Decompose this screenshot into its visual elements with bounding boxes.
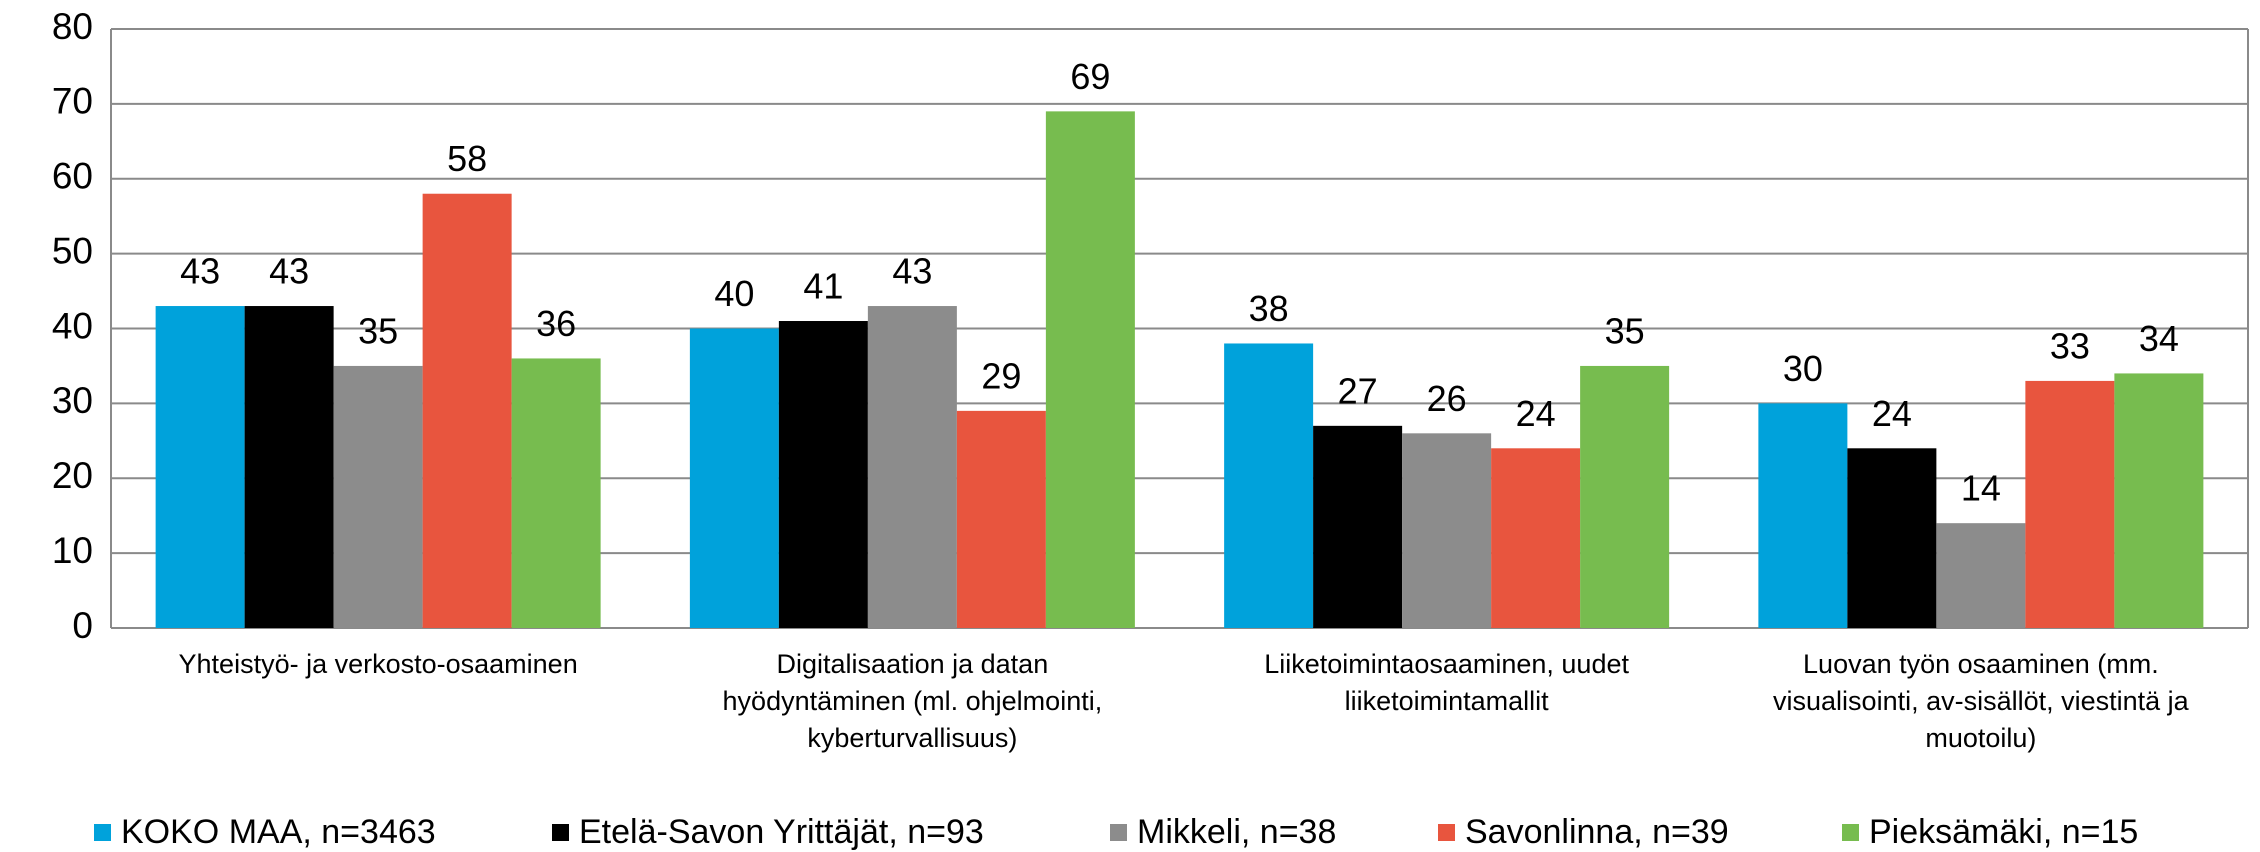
x-tick-label: kyberturvallisuus) (807, 723, 1017, 753)
bar (778, 321, 868, 628)
data-label: 30 (1783, 348, 1823, 389)
legend-label: Pieksämäki, n=15 (1869, 813, 2138, 851)
y-tick-label: 80 (52, 6, 93, 47)
data-label: 27 (1338, 370, 1378, 411)
bar (1045, 111, 1135, 629)
data-label: 29 (981, 355, 1021, 396)
bar (155, 306, 245, 628)
bar (1402, 433, 1492, 628)
data-label: 24 (1872, 393, 1912, 434)
y-tick-label: 50 (52, 230, 93, 271)
legend-swatch (1110, 824, 1127, 841)
bar (244, 306, 334, 628)
x-tick-label: hyödyntäminen (ml. ohjelmointi, (723, 686, 1103, 716)
bar (1758, 403, 1848, 628)
y-tick-label: 10 (52, 530, 93, 571)
legend-label: KOKO MAA, n=3463 (121, 813, 436, 851)
bar (1847, 448, 1937, 628)
x-tick-label: liiketoimintamallit (1345, 686, 1550, 716)
x-tick-label: muotoilu) (1925, 723, 2036, 753)
legend-swatch (94, 824, 111, 841)
legend-swatch (1438, 824, 1455, 841)
legend-label: Mikkeli, n=38 (1137, 813, 1336, 851)
data-label: 43 (180, 251, 220, 292)
x-tick-label: visualisointi, av-sisällöt, viestintä ja (1773, 686, 2190, 716)
data-label: 14 (1961, 468, 2001, 509)
x-tick-label: Luovan työn osaaminen (mm. (1803, 649, 2159, 679)
bar (2025, 380, 2115, 628)
data-label: 43 (269, 251, 309, 292)
y-tick-label: 20 (52, 455, 93, 496)
x-tick-label: Yhteistyö- ja verkosto-osaaminen (179, 649, 578, 679)
bar (422, 193, 512, 628)
bar (1491, 448, 1581, 628)
data-label: 36 (536, 303, 576, 344)
legend-swatch (1842, 824, 1859, 841)
bar (956, 410, 1046, 628)
bar (511, 358, 601, 628)
y-tick-label: 0 (72, 605, 93, 646)
data-label: 58 (447, 138, 487, 179)
legend-swatch (552, 824, 569, 841)
bar (333, 365, 423, 628)
bar (1224, 343, 1314, 628)
data-label: 35 (1605, 310, 1645, 351)
y-tick-label: 70 (52, 81, 93, 122)
bar (689, 328, 779, 628)
data-label: 43 (892, 251, 932, 292)
data-label: 41 (803, 266, 843, 307)
data-label: 33 (2050, 325, 2090, 366)
data-label: 34 (2139, 318, 2179, 359)
bar (1313, 425, 1403, 628)
y-tick-label: 60 (52, 156, 93, 197)
y-tick-label: 30 (52, 380, 93, 421)
data-label: 35 (358, 310, 398, 351)
data-label: 40 (714, 273, 754, 314)
x-tick-label: Liiketoimintaosaaminen, uudet (1264, 649, 1629, 679)
data-label: 38 (1249, 288, 1289, 329)
data-label: 26 (1427, 378, 1467, 419)
legend-label: Savonlinna, n=39 (1465, 813, 1729, 851)
legend-label: Etelä-Savon Yrittäjät, n=93 (579, 813, 984, 851)
bar (867, 306, 957, 628)
x-tick-label: Digitalisaation ja datan (777, 649, 1049, 679)
bar (1936, 523, 2026, 628)
data-label: 24 (1516, 393, 1556, 434)
bar (2114, 373, 2204, 628)
data-label: 69 (1070, 56, 1110, 97)
y-tick-label: 40 (52, 305, 93, 346)
bar (1580, 365, 1670, 628)
